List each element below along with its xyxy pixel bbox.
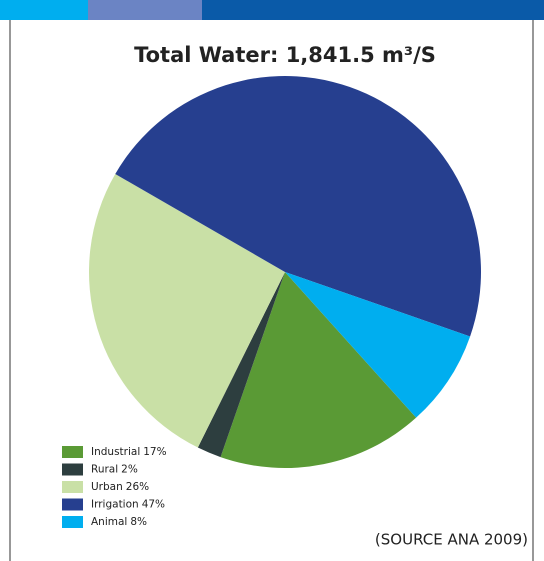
legend-swatch (62, 463, 83, 476)
legend-name: Irrigation (91, 499, 139, 511)
legend-label: Rural 2% (91, 464, 138, 476)
legend-value: 2% (121, 464, 138, 476)
legend-value: 17% (143, 446, 166, 458)
header-stripe (88, 0, 202, 20)
legend-label: Irrigation 47% (91, 499, 165, 511)
source-note: (SOURCE ANA 2009) (375, 531, 528, 549)
pie-slice (285, 272, 471, 418)
legend-name: Animal (91, 516, 127, 528)
legend-name: Rural (91, 464, 118, 476)
legend-value: 47% (142, 499, 165, 511)
legend-value: 26% (126, 481, 149, 493)
legend-value: 8% (130, 516, 147, 528)
legend-name: Industrial (91, 446, 140, 458)
pie-slice (115, 75, 482, 337)
chart-title: Total Water: 1,841.5 m³/S (134, 43, 436, 67)
legend-label: Industrial 17% (91, 446, 167, 458)
legend-swatch (62, 446, 83, 458)
legend-label: Animal 8% (91, 516, 147, 528)
legend-swatch (62, 481, 83, 493)
header-stripe (202, 0, 544, 20)
legend-label: Urban 26% (91, 481, 149, 493)
header-stripe (0, 0, 88, 20)
legend-name: Urban (91, 481, 123, 493)
pie-slice (88, 174, 285, 448)
pie-slice (197, 272, 285, 458)
legend-swatch (62, 516, 83, 528)
legend-swatch (62, 498, 83, 511)
pie-slice (220, 272, 417, 469)
